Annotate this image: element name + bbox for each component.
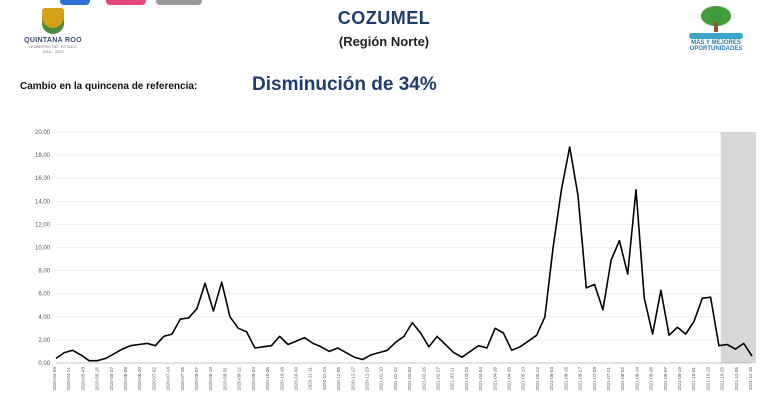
x-tick-label: 2020-12-17 bbox=[350, 367, 355, 391]
x-tick-label: 2020-08-07 bbox=[194, 367, 199, 391]
x-tick-label: 2021-11-18 bbox=[748, 367, 753, 391]
x-tick-label: 2021-09-07 bbox=[663, 367, 668, 391]
x-tick-label: 2020-07-14 bbox=[166, 367, 171, 391]
x-tick-label: 2021-02-27 bbox=[436, 367, 441, 391]
x-tick-label: 2020-10-18 bbox=[279, 367, 284, 391]
x-tick-label: 2020-10-30 bbox=[293, 367, 298, 391]
y-tick-label: 4,00 bbox=[38, 315, 50, 321]
y-tick-label: 6,00 bbox=[38, 292, 50, 298]
x-tick-label: 2020-05-03 bbox=[80, 367, 85, 391]
x-tick-label: 2021-11-06 bbox=[734, 367, 739, 391]
x-axis: 2020-04-09 2020-04-21 2020-05-03 2020-05-15… bbox=[52, 367, 753, 391]
x-tick-label: 2021-08-02 bbox=[620, 367, 625, 391]
toolbar-blue-button[interactable] bbox=[60, 0, 90, 5]
line-chart: 0,00 2,00 4,00 6,00 8,00 10,00 12,00 14,00 16,00… bbox=[35, 130, 756, 391]
x-tick-label: 2021-04-16 bbox=[492, 367, 497, 391]
x-tick-label: 2020-07-26 bbox=[180, 367, 185, 391]
top-toolbar bbox=[0, 0, 220, 6]
x-tick-label: 2020-11-23 bbox=[322, 367, 327, 391]
x-tick-label: 2020-05-15 bbox=[95, 367, 100, 391]
shaded-period bbox=[720, 132, 756, 363]
y-tick-label: 2,00 bbox=[38, 338, 50, 344]
toolbar-gray-button[interactable] bbox=[156, 0, 202, 5]
x-tick-label: 2021-07-21 bbox=[606, 367, 611, 391]
series-line bbox=[55, 146, 753, 362]
x-tick-label: 2021-02-03 bbox=[407, 367, 412, 391]
y-tick-label: 14,00 bbox=[35, 199, 51, 205]
y-tick-label: 20,00 bbox=[35, 130, 51, 136]
x-tick-label: 2020-08-31 bbox=[222, 367, 227, 391]
y-tick-label: 12,00 bbox=[35, 222, 51, 228]
toolbar-pink-button[interactable] bbox=[106, 0, 146, 5]
x-tick-label: 2021-08-14 bbox=[634, 367, 639, 391]
x-tick-label: 2020-09-24 bbox=[251, 367, 256, 391]
y-tick-label: 16,00 bbox=[35, 176, 51, 182]
logo-state-name: QUINTANA ROO bbox=[24, 37, 82, 44]
x-tick-label: 2020-12-29 bbox=[364, 367, 369, 391]
y-tick-label: 10,00 bbox=[35, 246, 51, 252]
x-tick-label: 2020-12-05 bbox=[336, 367, 341, 391]
y-tick-label: 0,00 bbox=[38, 361, 50, 367]
page-subtitle: (Región Norte) bbox=[338, 34, 430, 49]
x-tick-label: 2021-06-15 bbox=[563, 367, 568, 391]
x-tick-label: 2020-06-20 bbox=[137, 367, 142, 391]
x-tick-label: 2021-06-03 bbox=[549, 367, 554, 391]
change-label: Cambio en la quincena de referencia: bbox=[20, 81, 198, 92]
x-tick-label: 2021-03-11 bbox=[450, 367, 455, 391]
x-tick-label: 2020-05-27 bbox=[109, 367, 114, 391]
x-tick-label: 2021-07-09 bbox=[592, 367, 597, 391]
quintana-roo-logo: QUINTANA ROO GOBIERNO DEL ESTADO 2016 - … bbox=[14, 4, 92, 66]
x-tick-label: 2021-05-10 bbox=[521, 367, 526, 391]
x-tick-label: 2020-08-19 bbox=[208, 367, 213, 391]
x-tick-label: 2020-04-21 bbox=[66, 367, 71, 391]
x-tick-label: 2021-08-26 bbox=[649, 367, 654, 391]
x-tick-label: 2020-10-06 bbox=[265, 367, 270, 391]
grid-lines bbox=[56, 131, 752, 364]
y-axis: 0,00 2,00 4,00 6,00 8,00 10,00 12,00 14,00 16,00… bbox=[35, 130, 51, 367]
logo-slogan-line1: MÁS Y MEJORES bbox=[691, 40, 741, 46]
x-tick-label: 2021-06-27 bbox=[578, 367, 583, 391]
x-tick-label: 2020-04-09 bbox=[52, 367, 57, 391]
logo-tagline: GOBIERNO DEL ESTADO bbox=[29, 44, 77, 49]
x-tick-label: 2021-10-25 bbox=[720, 367, 725, 391]
x-tick-label: 2020-07-02 bbox=[151, 367, 156, 391]
x-tick-label: 2021-10-13 bbox=[705, 367, 710, 391]
x-tick-label: 2021-04-28 bbox=[507, 367, 512, 391]
logo-slogan-line2: OPORTUNIDADES bbox=[689, 46, 743, 52]
page-title: COZUMEL bbox=[337, 8, 431, 28]
x-tick-label: 2021-04-04 bbox=[478, 367, 483, 391]
state-shield-icon bbox=[42, 8, 64, 34]
y-tick-label: 18,00 bbox=[35, 153, 51, 159]
logo-years: 2016 - 2022 bbox=[42, 49, 64, 54]
x-tick-label: 2020-09-12 bbox=[237, 367, 242, 391]
x-tick-label: 2020-11-11 bbox=[308, 367, 313, 390]
x-tick-label: 2020-06-08 bbox=[123, 367, 128, 391]
x-tick-label: 2021-09-19 bbox=[677, 367, 682, 391]
x-tick-label: 2021-01-22 bbox=[393, 367, 398, 391]
x-tick-label: 2021-03-23 bbox=[464, 367, 469, 391]
y-tick-label: 8,00 bbox=[38, 269, 50, 275]
tree-icon bbox=[701, 6, 731, 32]
x-tick-label: 2021-10-01 bbox=[691, 367, 696, 391]
x-tick-label: 2021-02-15 bbox=[421, 367, 426, 391]
waves-icon bbox=[689, 33, 743, 39]
x-tick-label: 2021-01-10 bbox=[379, 367, 384, 391]
change-value: Disminución de 34% bbox=[252, 74, 437, 95]
x-tick-label: 2021-05-22 bbox=[535, 367, 540, 391]
oportunidades-logo: MÁS Y MEJORES OPORTUNIDADES bbox=[682, 6, 750, 64]
